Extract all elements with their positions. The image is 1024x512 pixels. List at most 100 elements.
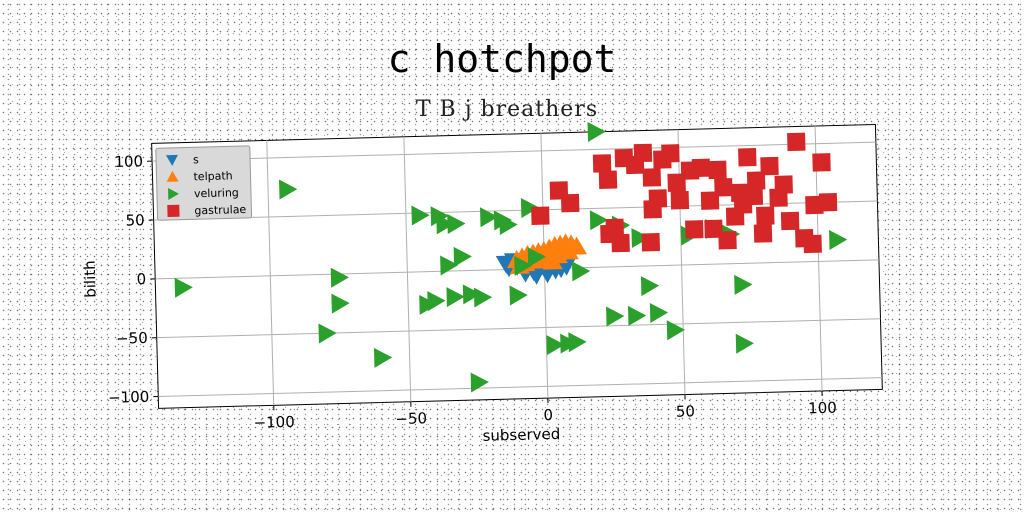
- axis-ticks: −100 −50 0 50 100 −100 −50 0 50 100: [108, 152, 837, 432]
- gastrulae-point: [670, 191, 690, 210]
- veluring-point: [331, 293, 350, 314]
- gastrulae-point: [803, 234, 822, 254]
- veluring-point: [453, 246, 472, 267]
- veluring-point: [509, 285, 528, 306]
- veluring-point: [473, 287, 493, 308]
- veluring-point: [279, 179, 298, 200]
- gastrulae-point: [708, 160, 727, 180]
- gastrulae-point: [774, 175, 793, 194]
- gastrulae-point: [704, 219, 723, 239]
- series-gastrulae: [531, 132, 838, 254]
- gastrulae-point: [560, 193, 580, 213]
- veluring-point: [568, 332, 587, 353]
- veluring-point: [318, 323, 337, 344]
- veluring-point: [514, 255, 533, 276]
- veluring-point: [666, 320, 686, 341]
- gastrulae-point: [760, 156, 779, 176]
- gastrulae-point: [691, 158, 711, 178]
- gastrulae-point: [744, 186, 764, 206]
- y-tick-label: −50: [116, 329, 148, 348]
- y-grid-line: [156, 318, 881, 339]
- x-tick-label: 0: [543, 406, 553, 424]
- legend-marker-s: [165, 154, 178, 166]
- gastrulae-point: [592, 154, 612, 173]
- veluring-point: [734, 274, 753, 295]
- veluring-point: [447, 214, 466, 235]
- y-axis-label: bilith: [81, 260, 100, 298]
- x-axis-label: subserved: [482, 425, 560, 445]
- data-points: [174, 122, 848, 393]
- x-tick-label: −50: [395, 409, 427, 428]
- legend-label-s: s: [193, 153, 199, 166]
- gastrulae-point: [718, 231, 737, 250]
- x-grid-line: [403, 136, 412, 402]
- gastrulae-point: [738, 148, 757, 167]
- gastrulae-point: [598, 170, 618, 190]
- y-grid-line: [152, 141, 876, 162]
- veluring-point: [527, 247, 546, 268]
- veluring-point: [589, 210, 609, 231]
- veluring-point: [499, 215, 518, 236]
- x-tick-label: −100: [253, 413, 295, 432]
- veluring-point: [627, 305, 647, 326]
- veluring-point: [330, 267, 349, 288]
- gastrulae-point: [753, 224, 773, 243]
- veluring-point: [462, 284, 482, 305]
- legend-label-veluring: veluring: [194, 186, 239, 200]
- veluring-point: [520, 197, 540, 218]
- gastrulae-point: [661, 144, 680, 163]
- veluring-point: [174, 277, 193, 298]
- gastrulae-point: [685, 220, 704, 239]
- x-grid-line: [266, 140, 275, 406]
- gastrulae-point: [611, 233, 630, 253]
- y-tick-label: 0: [136, 270, 146, 288]
- veluring-point: [480, 207, 499, 228]
- chart-subtitle: T B j breathers: [416, 97, 598, 122]
- chart-title: c hotchpot: [388, 37, 617, 81]
- x-tick-label: 100: [808, 399, 837, 418]
- veluring-point: [546, 335, 565, 356]
- gastrulae-point: [780, 211, 800, 231]
- veluring-point: [446, 287, 465, 308]
- veluring-point: [470, 372, 489, 393]
- legend-box: [155, 145, 253, 221]
- gastrulae-point: [605, 218, 624, 238]
- legend-label-gastrulae: gastrulae: [194, 203, 246, 217]
- gastrulae-point: [641, 233, 661, 252]
- veluring-point: [571, 261, 591, 282]
- veluring-point: [606, 306, 625, 327]
- gastrulae-point: [531, 206, 550, 225]
- telpath-point: [542, 251, 563, 270]
- gastrulae-point: [714, 178, 733, 197]
- veluring-point: [829, 229, 848, 250]
- y-tick-label: −100: [108, 388, 150, 407]
- y-grid-line: [158, 377, 883, 398]
- legend-marker-telpath: [166, 170, 179, 182]
- gastrulae-point: [746, 171, 766, 190]
- gastrulae-point: [633, 143, 653, 163]
- veluring-point: [440, 255, 459, 276]
- veluring-point: [640, 276, 660, 297]
- gastrulae-point: [787, 132, 806, 152]
- gastrulae-point: [818, 193, 838, 212]
- veluring-point: [373, 347, 393, 368]
- veluring-point: [587, 122, 606, 142]
- gastrulae-point: [756, 206, 775, 225]
- legend-marker-gastrulae: [167, 204, 180, 218]
- telpath-point: [558, 241, 579, 260]
- gastrulae-point: [643, 200, 662, 219]
- legend: s telpath veluring gastrulae: [155, 145, 253, 221]
- veluring-point: [436, 214, 455, 235]
- veluring-point: [631, 228, 650, 249]
- gastrulae-point: [642, 168, 662, 187]
- veluring-point: [411, 205, 430, 226]
- y-tick-label: 50: [125, 211, 145, 229]
- x-tick-label: 50: [676, 402, 696, 420]
- gastrulae-point: [812, 153, 831, 172]
- y-tick-label: 100: [114, 152, 143, 171]
- legend-label-telpath: telpath: [193, 169, 232, 183]
- veluring-point: [427, 291, 446, 312]
- legend-marker-veluring: [168, 188, 179, 200]
- veluring-point: [649, 302, 669, 323]
